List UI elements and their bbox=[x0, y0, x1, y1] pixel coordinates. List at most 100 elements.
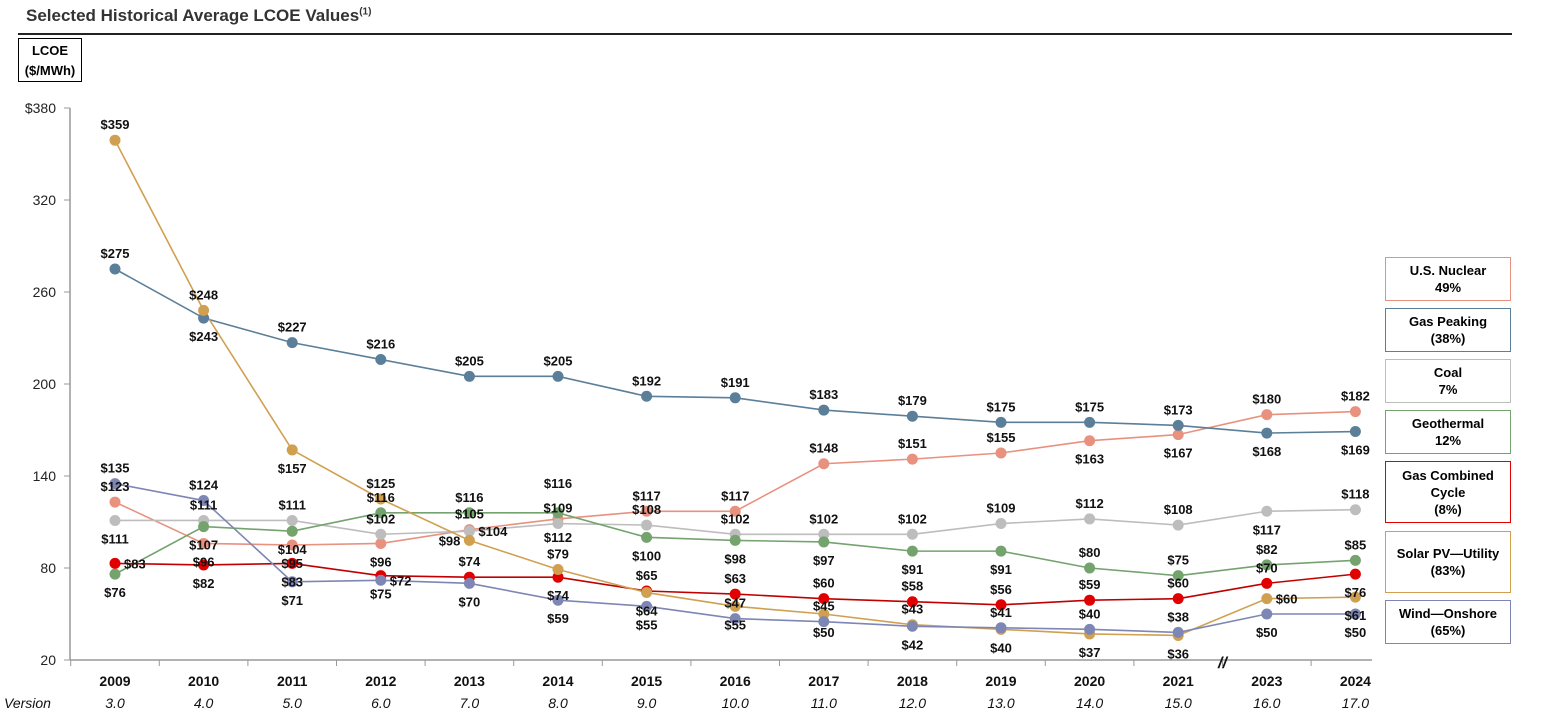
data-label: $192 bbox=[632, 373, 661, 388]
data-label: $75 bbox=[1167, 553, 1189, 568]
version-label: 10.0 bbox=[722, 695, 749, 711]
legend-item: Wind—Onshore (65%) bbox=[1385, 600, 1511, 644]
data-label: $45 bbox=[813, 599, 835, 614]
data-label: $104 bbox=[278, 542, 308, 557]
x-tick-label: 2015 bbox=[631, 673, 662, 689]
data-point bbox=[641, 587, 653, 599]
data-point bbox=[1172, 519, 1184, 531]
data-point bbox=[198, 495, 210, 507]
data-label: $38 bbox=[1167, 609, 1189, 624]
data-point bbox=[906, 596, 918, 608]
data-point bbox=[109, 134, 121, 146]
data-point bbox=[109, 478, 121, 490]
data-label: $148 bbox=[809, 441, 838, 456]
data-point bbox=[641, 531, 653, 543]
data-label: $191 bbox=[721, 375, 750, 390]
data-label: $175 bbox=[987, 399, 1016, 414]
data-point bbox=[1261, 593, 1273, 605]
data-label: $97 bbox=[813, 553, 835, 568]
data-label: $173 bbox=[1164, 402, 1193, 417]
data-label: $43 bbox=[902, 602, 924, 617]
data-point bbox=[375, 528, 387, 540]
data-point bbox=[818, 404, 830, 416]
data-point bbox=[995, 599, 1007, 611]
data-point bbox=[463, 370, 475, 382]
data-label: $117 bbox=[721, 488, 749, 503]
version-label: 12.0 bbox=[899, 695, 926, 711]
data-label: $65 bbox=[636, 568, 658, 583]
data-label: $50 bbox=[1345, 625, 1367, 640]
data-point bbox=[1349, 568, 1361, 580]
data-point bbox=[552, 571, 564, 583]
data-label: $75 bbox=[370, 587, 392, 602]
data-point bbox=[1172, 570, 1184, 582]
data-point bbox=[286, 525, 298, 537]
data-label: $37 bbox=[1079, 645, 1101, 660]
legend-item: Gas Combined Cycle (8%) bbox=[1385, 461, 1511, 523]
data-label: $91 bbox=[902, 562, 924, 577]
data-label: $111 bbox=[101, 531, 129, 546]
data-label: $109 bbox=[987, 501, 1016, 516]
x-tick-label: 2010 bbox=[188, 673, 219, 689]
title-text: Selected Historical Average LCOE Values bbox=[26, 6, 360, 25]
data-point bbox=[1261, 409, 1273, 421]
data-label: $107 bbox=[189, 538, 218, 553]
data-point bbox=[1349, 426, 1361, 438]
data-point bbox=[1349, 591, 1361, 603]
data-point bbox=[552, 518, 564, 530]
data-label: $359 bbox=[101, 117, 130, 132]
data-label: $118 bbox=[1341, 487, 1369, 502]
y-tick-label: 80 bbox=[40, 560, 56, 576]
data-label: $175 bbox=[1075, 399, 1104, 414]
x-tick-label: 2014 bbox=[542, 673, 573, 689]
data-point bbox=[1172, 419, 1184, 431]
data-label: $85 bbox=[1345, 537, 1367, 552]
legend-name: Geothermal bbox=[1411, 416, 1485, 431]
data-label: $104 bbox=[478, 524, 508, 539]
data-point bbox=[109, 496, 121, 508]
data-point bbox=[1349, 406, 1361, 418]
data-point bbox=[1261, 608, 1273, 620]
data-label: $83 bbox=[124, 556, 146, 571]
y-tick-label: 20 bbox=[40, 652, 56, 668]
data-label: $155 bbox=[987, 430, 1016, 445]
data-label: $91 bbox=[990, 562, 1012, 577]
legend-item: Coal 7% bbox=[1385, 359, 1511, 403]
data-point bbox=[1172, 626, 1184, 638]
data-point bbox=[995, 518, 1007, 530]
data-label: $98 bbox=[724, 551, 746, 566]
data-label: $102 bbox=[721, 511, 750, 526]
data-label: $243 bbox=[189, 329, 218, 344]
data-point bbox=[463, 534, 475, 546]
data-point bbox=[375, 507, 387, 519]
data-point bbox=[552, 564, 564, 576]
data-label: $98 bbox=[439, 533, 461, 548]
data-point bbox=[1084, 562, 1096, 574]
data-label: $102 bbox=[898, 511, 927, 526]
legend-capacity: 12% bbox=[1434, 433, 1462, 448]
data-label: $82 bbox=[193, 576, 215, 591]
data-point bbox=[109, 263, 121, 275]
data-point bbox=[906, 410, 918, 422]
data-point bbox=[729, 534, 741, 546]
data-point bbox=[286, 514, 298, 526]
y-tick-label: 200 bbox=[33, 376, 57, 392]
version-label: 7.0 bbox=[460, 695, 480, 711]
y-tick-label: $380 bbox=[25, 100, 56, 116]
data-label: $55 bbox=[724, 617, 746, 632]
data-point bbox=[375, 574, 387, 586]
legend-name: Solar PV—Utility bbox=[1396, 546, 1500, 561]
data-point bbox=[552, 370, 564, 382]
data-point bbox=[995, 447, 1007, 459]
legend-capacity: (65%) bbox=[1430, 623, 1466, 638]
data-point bbox=[1172, 593, 1184, 605]
data-label: $36 bbox=[1167, 646, 1189, 661]
data-point bbox=[198, 304, 210, 316]
data-label: $40 bbox=[990, 640, 1012, 655]
data-label: $76 bbox=[1345, 585, 1367, 600]
data-point bbox=[1349, 504, 1361, 516]
data-point bbox=[463, 525, 475, 537]
data-point bbox=[375, 353, 387, 365]
data-point bbox=[906, 545, 918, 557]
legend-name: Coal bbox=[1433, 365, 1463, 380]
